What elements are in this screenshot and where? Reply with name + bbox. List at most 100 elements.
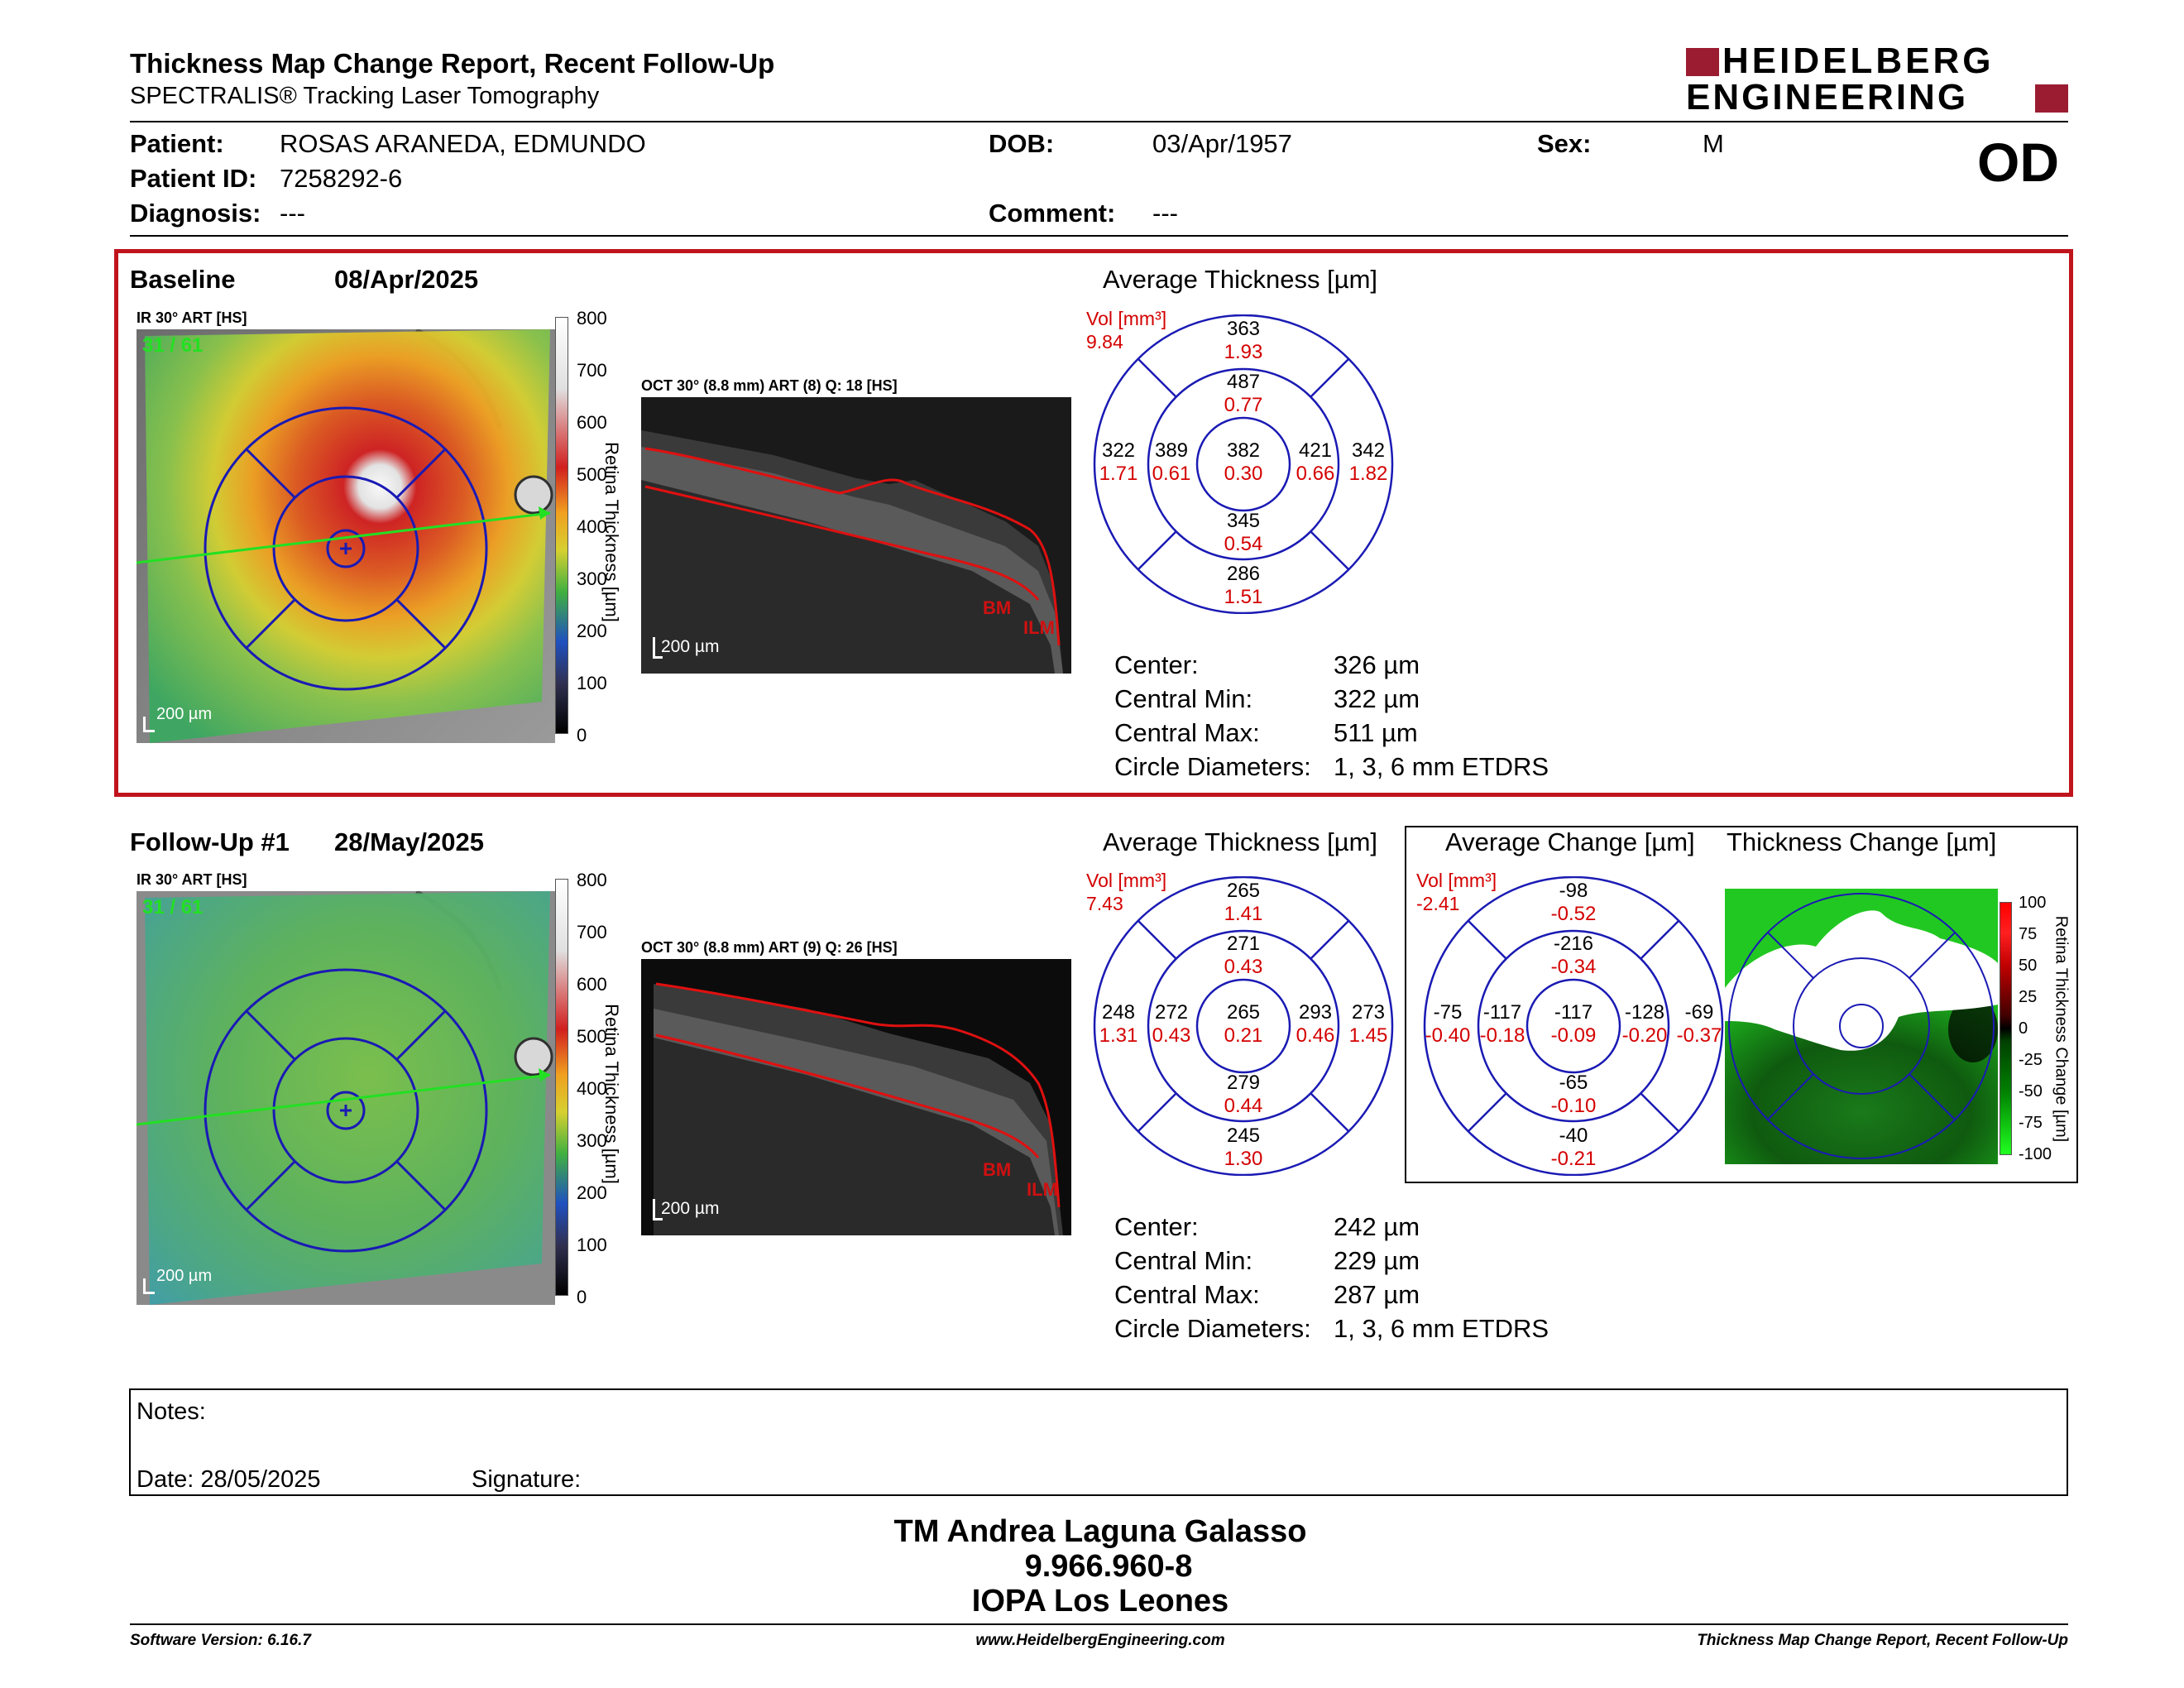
baseline-vol-label: Vol [mm³] [1086, 308, 1167, 329]
header-divider [130, 121, 2068, 122]
patient-id-label: Patient ID: [130, 164, 257, 193]
patient-label: Patient: [130, 129, 224, 158]
change-vol-value: -2.41 [1416, 893, 1460, 914]
tc-colorbar-label: Retina Thickness Change [µm] [2052, 915, 2071, 1143]
baseline-oct-scalebar-label: 200 µm [661, 637, 720, 656]
heidelberg-logo: HEIDELBERG ENGINEERING [1686, 43, 2068, 116]
baseline-colorbar-label: Retina Thickness [µm] [601, 442, 622, 622]
followup-diam-label: Circle Diameters: [1114, 1314, 1311, 1343]
baseline-scan-line [136, 511, 551, 564]
followup-oct-scan [641, 959, 1071, 1235]
sex-value: M [1703, 129, 1724, 158]
baseline-avg-title: Average Thickness [µm] [1103, 265, 1378, 294]
dob-value: 03/Apr/1957 [1152, 129, 1292, 158]
tc-tick-minus25: -25 [2019, 1051, 2043, 1069]
change-inner-inf: -65 -0.10 [1550, 1072, 1597, 1117]
followup-thickness-map [136, 891, 555, 1305]
thickness-change-map [1725, 889, 1998, 1164]
baseline-center-label: Center: [1114, 650, 1199, 679]
change-center: -117 -0.09 [1550, 1001, 1597, 1047]
baseline-oct-scan [641, 397, 1071, 674]
followup-vol-value: 7.43 [1086, 893, 1123, 914]
baseline-tick-0: 0 [577, 725, 587, 746]
comment-value: --- [1152, 199, 1178, 228]
tc-tick-minus75: -75 [2019, 1114, 2043, 1132]
baseline-colorbar [555, 317, 568, 734]
followup-avg-title: Average Thickness [µm] [1103, 827, 1378, 856]
diagnosis-value: --- [280, 199, 305, 228]
followup-colorbar-label: Retina Thickness [µm] [601, 1004, 622, 1184]
baseline-tick-200: 200 [577, 621, 607, 641]
followup-tick-800: 800 [577, 870, 607, 890]
followup-inner-temp: 272 0.43 [1152, 1001, 1191, 1047]
tc-tick-50: 50 [2019, 957, 2038, 975]
followup-inner-inf: 279 0.44 [1224, 1072, 1263, 1117]
diagnosis-label: Diagnosis: [130, 199, 261, 228]
patient-name: ROSAS ARANEDA, EDMUNDO [280, 129, 646, 158]
notes-signature: Signature: [472, 1466, 582, 1493]
followup-ir-counter: 31 / 61 [142, 896, 204, 918]
baseline-optic-disc [514, 475, 553, 515]
baseline-diam-label: Circle Diameters: [1114, 752, 1311, 781]
sex-label: Sex: [1537, 129, 1592, 158]
footer-report-name: Thickness Map Change Report, Recent Foll… [1697, 1632, 2068, 1649]
followup-max-value: 287 µm [1334, 1280, 1420, 1309]
baseline-bm-label: BM [983, 597, 1012, 618]
baseline-min-value: 322 µm [1334, 684, 1420, 713]
baseline-center: 382 0.30 [1224, 439, 1263, 485]
followup-date: 28/May/2025 [334, 827, 484, 856]
followup-tick-200: 200 [577, 1182, 607, 1203]
followup-center-value: 242 µm [1334, 1212, 1420, 1241]
baseline-etdrs-values: 363 1.93 487 0.77 322 1.71 389 0.61 382 0.30 … [1090, 314, 1396, 614]
baseline-etdrs-rings [1093, 314, 1394, 614]
baseline-inner-sup: 487 0.77 [1224, 371, 1263, 416]
tc-white-region [1725, 910, 1998, 1051]
followup-inner-nas: 293 0.46 [1296, 1001, 1335, 1047]
baseline-tick-400: 400 [577, 516, 607, 537]
logo-square-top [1686, 48, 1719, 76]
comment-label: Comment: [989, 199, 1116, 228]
change-etdrs-rings [1423, 876, 1724, 1176]
baseline-ir-counter: 31 / 61 [142, 334, 204, 357]
baseline-tick-100: 100 [577, 673, 607, 693]
report-title: Thickness Map Change Report, Recent Foll… [130, 48, 775, 79]
signoff-id: 9.966.960-8 [1024, 1549, 1193, 1584]
baseline-outer-nas: 342 1.82 [1348, 439, 1388, 485]
followup-diam-value: 1, 3, 6 mm ETDRS [1334, 1314, 1549, 1343]
tc-etdrs-grid [1728, 893, 1995, 1159]
followup-center-label: Center: [1114, 1212, 1199, 1241]
baseline-ilm-line [644, 447, 1061, 646]
change-outer-sup: -98 -0.52 [1550, 880, 1597, 925]
baseline-ir-title: IR 30° ART [HS] [136, 309, 247, 326]
change-inner-temp: -117 -0.18 [1479, 1001, 1525, 1047]
change-outer-temp: -75 -0.40 [1425, 1001, 1471, 1047]
baseline-label: Baseline [130, 265, 236, 294]
baseline-bm-line [644, 485, 1040, 601]
change-inner-nas: -128 -0.20 [1621, 1001, 1668, 1047]
baseline-outer-sup: 363 1.93 [1224, 318, 1263, 363]
logo-line1: HEIDELBERG [1722, 41, 1995, 81]
notes-label: Notes: [136, 1398, 206, 1425]
followup-oct-title: OCT 30° (8.8 mm) ART (9) Q: 26 [HS] [641, 939, 898, 956]
footer-software: Software Version: 6.16.7 [130, 1632, 311, 1649]
change-etdrs-values: -98 -0.52 -216 -0.34 -75 -0.40 -117 -0.18 -1… [1420, 876, 1727, 1176]
baseline-outer-temp: 322 1.71 [1099, 439, 1138, 485]
followup-tick-100: 100 [577, 1235, 607, 1255]
report-subtitle: SPECTRALIS® Tracking Laser Tomography [130, 83, 600, 109]
patient-id: 7258292-6 [280, 164, 403, 193]
change-vol-label: Vol [mm³] [1416, 870, 1497, 891]
signoff-name: TM Andrea Laguna Galasso [893, 1514, 1307, 1549]
followup-etdrs-rings [1093, 876, 1394, 1176]
followup-scan-arrow [539, 1068, 550, 1081]
baseline-vol-value: 9.84 [1086, 331, 1123, 352]
baseline-min-label: Central Min: [1114, 684, 1253, 713]
followup-etdrs-grid [204, 968, 488, 1253]
patient-divider [130, 235, 2068, 237]
baseline-tick-300: 300 [577, 568, 607, 589]
followup-tick-600: 600 [577, 974, 607, 995]
footer-website[interactable]: www.HeidelbergEngineering.com [975, 1632, 1225, 1649]
baseline-tick-600: 600 [577, 412, 607, 433]
notes-box[interactable] [129, 1388, 2068, 1496]
tc-tick-25: 25 [2019, 988, 2038, 1006]
tc-tick-0: 0 [2019, 1019, 2028, 1038]
